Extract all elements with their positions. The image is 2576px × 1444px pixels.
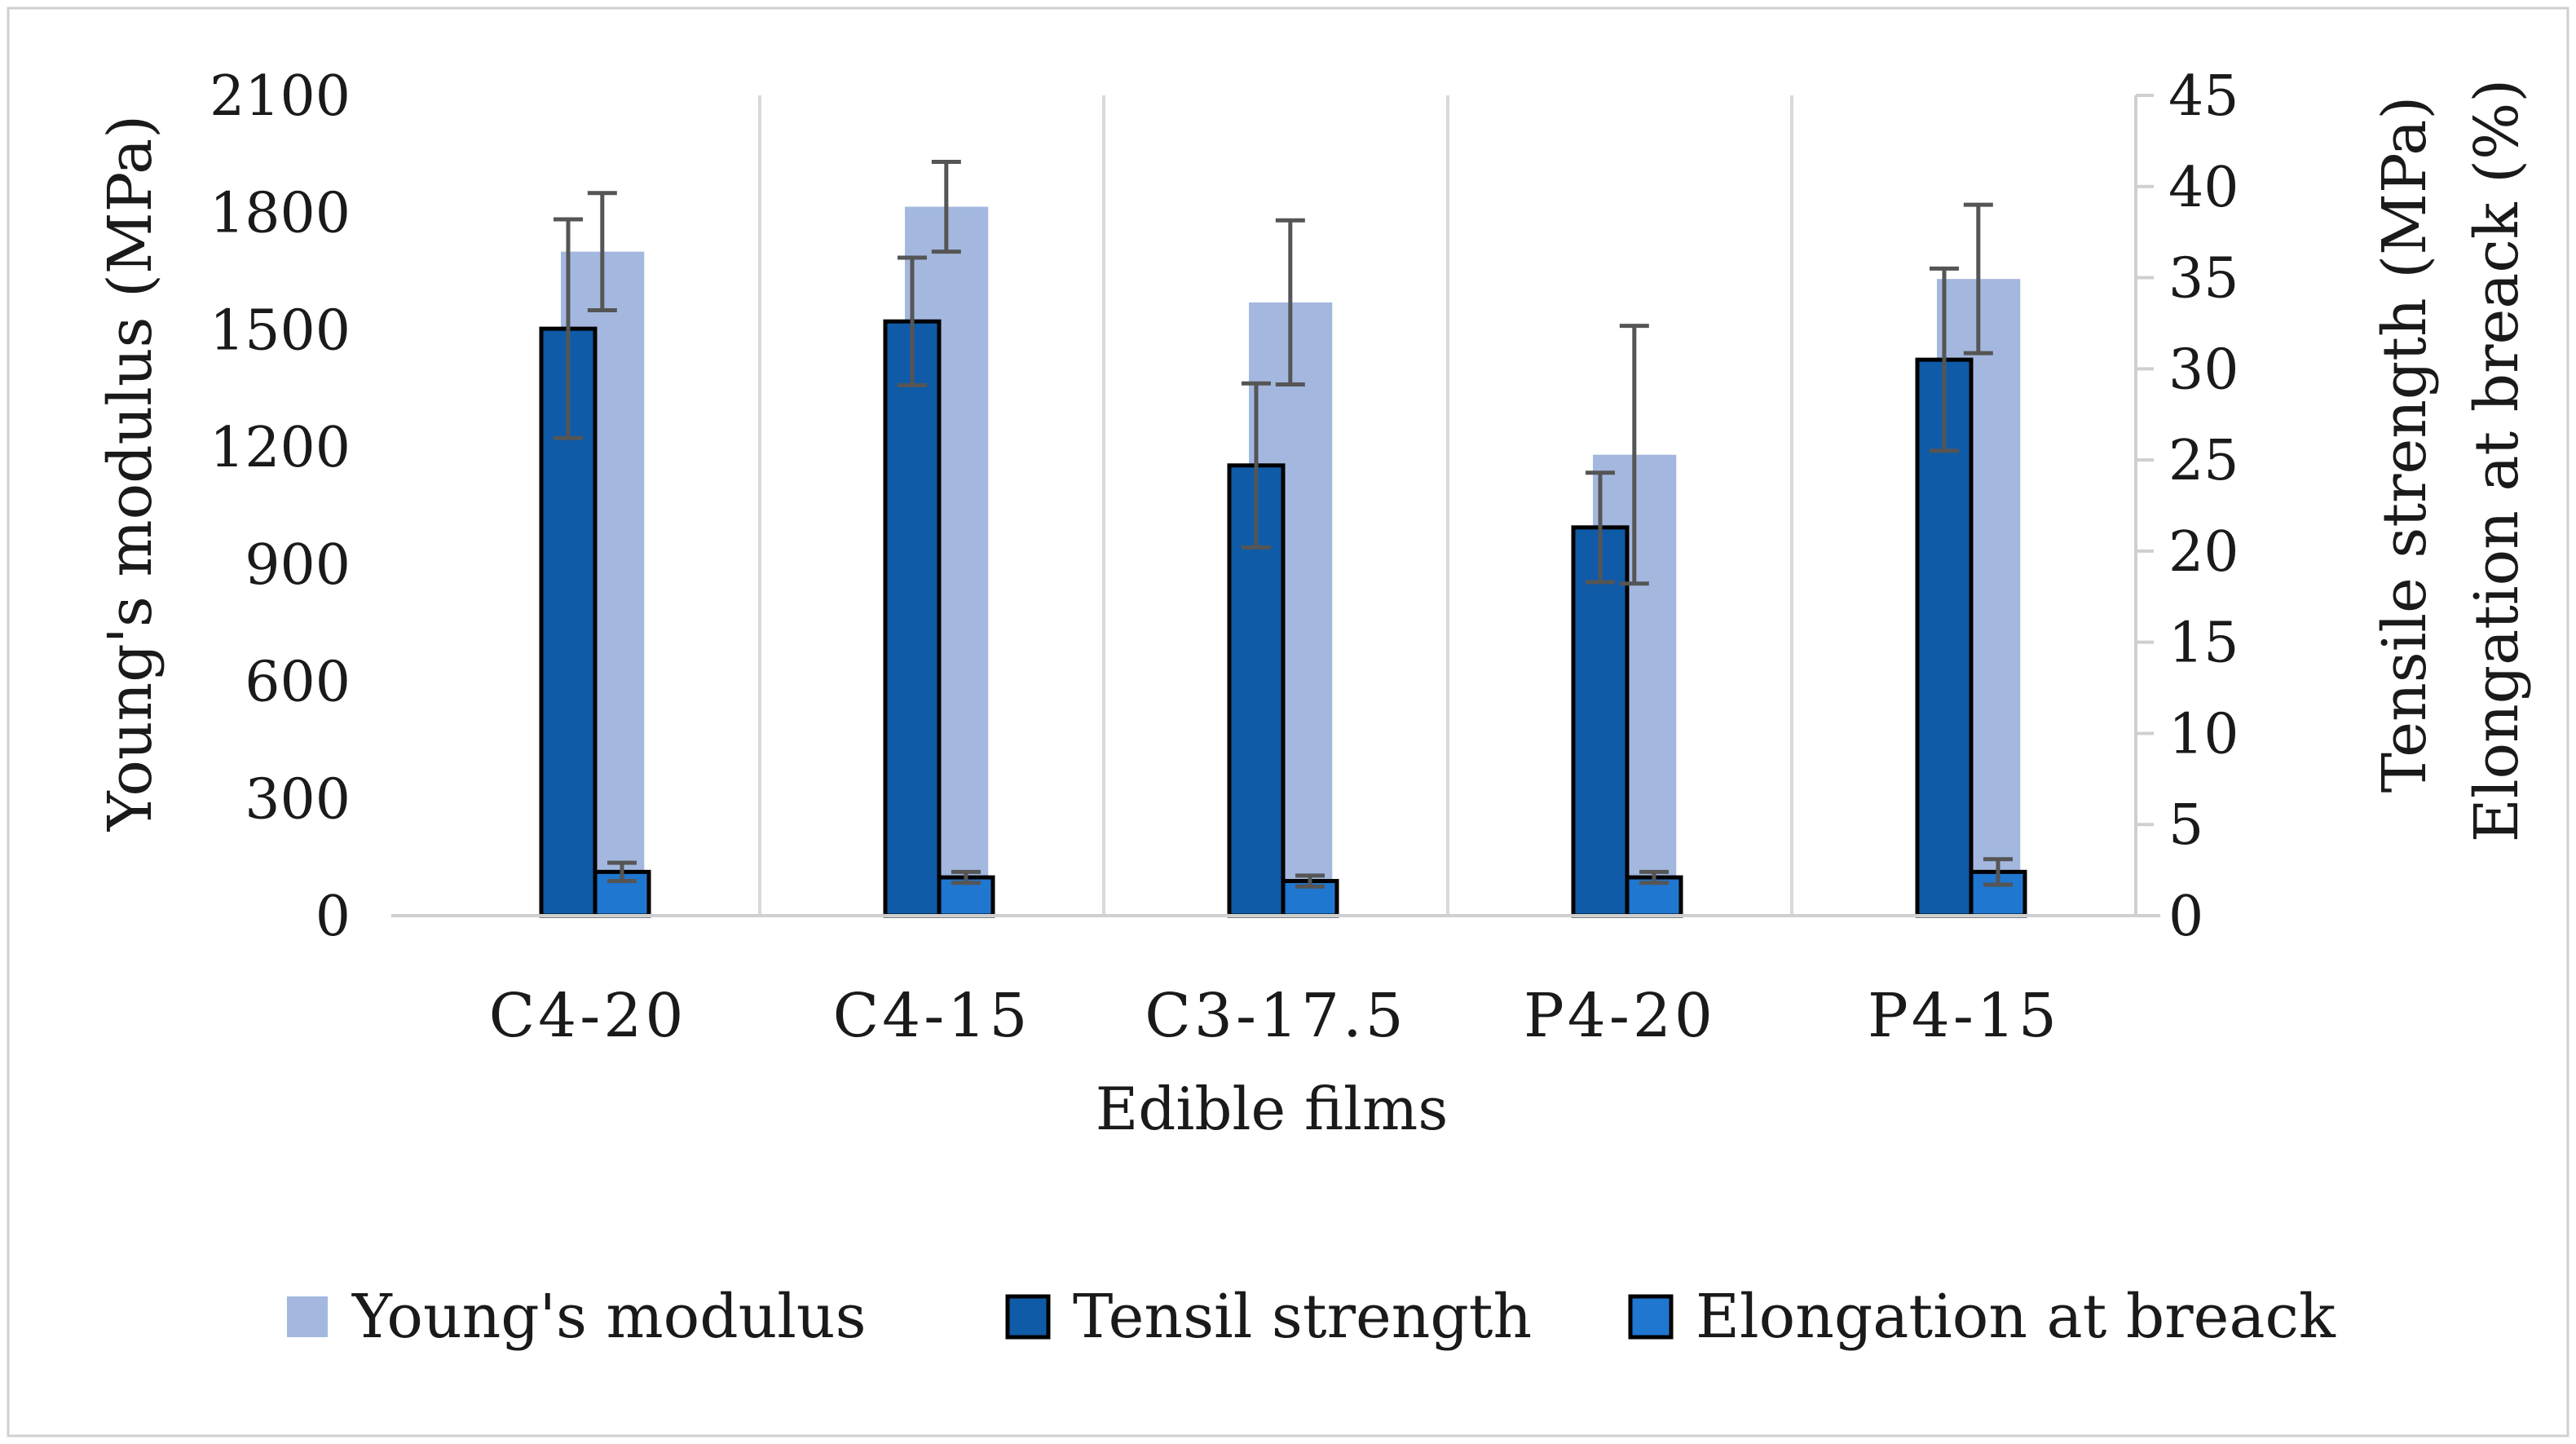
x-axis-title: Edible films <box>1096 1075 1449 1143</box>
y-right-tick-label: 45 <box>2168 64 2239 129</box>
y-right-tick-label: 25 <box>2168 429 2239 493</box>
y-left-tick-label: 2100 <box>210 64 351 129</box>
x-tick-label: C4-15 <box>833 981 1031 1051</box>
y-right-tick-label: 15 <box>2168 612 2239 676</box>
error-bars <box>554 159 2013 889</box>
y-right-tick-label: 30 <box>2168 338 2239 402</box>
legend-swatch <box>287 1296 328 1337</box>
x-tick-label: P4-15 <box>1868 981 2060 1051</box>
y-left-tick-label: 1800 <box>210 182 351 246</box>
axes: 0 300 600 900 1200 1500 1800 2100 0 5 10 15 20 25 30 35… <box>210 64 2239 1051</box>
y-left-tick-label: 300 <box>245 767 351 832</box>
y-left-tick-label: 0 <box>315 885 351 949</box>
x-tick-label: P4-20 <box>1524 981 1716 1051</box>
bar-tensile-strength <box>1571 525 1630 918</box>
y-right-tick-label: 0 <box>2168 885 2203 949</box>
y-right-tick-label: 40 <box>2168 156 2239 220</box>
y-left-tick-label: 1200 <box>210 416 351 480</box>
legend-swatch <box>1005 1294 1051 1340</box>
legend-label: Elongation at breack <box>1696 1282 2336 1352</box>
legend-label: Young's modulus <box>351 1282 867 1352</box>
x-tick-label: C4-20 <box>489 981 687 1051</box>
y-right-tick-label: 20 <box>2168 520 2239 585</box>
legend-swatch <box>1628 1294 1674 1340</box>
y-left-tick-label: 600 <box>245 651 351 715</box>
y-right-tick-label: 10 <box>2168 702 2239 766</box>
x-tick-label: C3-17.5 <box>1145 981 1406 1051</box>
y-axis-right-title-2: Elongation at breack (%) <box>2462 79 2532 842</box>
legend-label: Tensil strength <box>1073 1282 1532 1352</box>
legend: Young's modulus Tensil strength Elongation… <box>287 1282 2336 1352</box>
bar-tensile-strength <box>883 319 942 918</box>
y-axis-right-title-1: Tensile strength (MPa) <box>2370 96 2440 793</box>
y-right-tick-label: 5 <box>2168 793 2203 858</box>
y-axis-left-title: Young's modulus (MPa) <box>95 115 165 832</box>
y-left-tick-label: 1500 <box>210 298 351 363</box>
y-right-tick-label: 35 <box>2168 247 2239 311</box>
y-left-tick-label: 900 <box>245 533 351 598</box>
gridlines <box>758 95 1793 916</box>
